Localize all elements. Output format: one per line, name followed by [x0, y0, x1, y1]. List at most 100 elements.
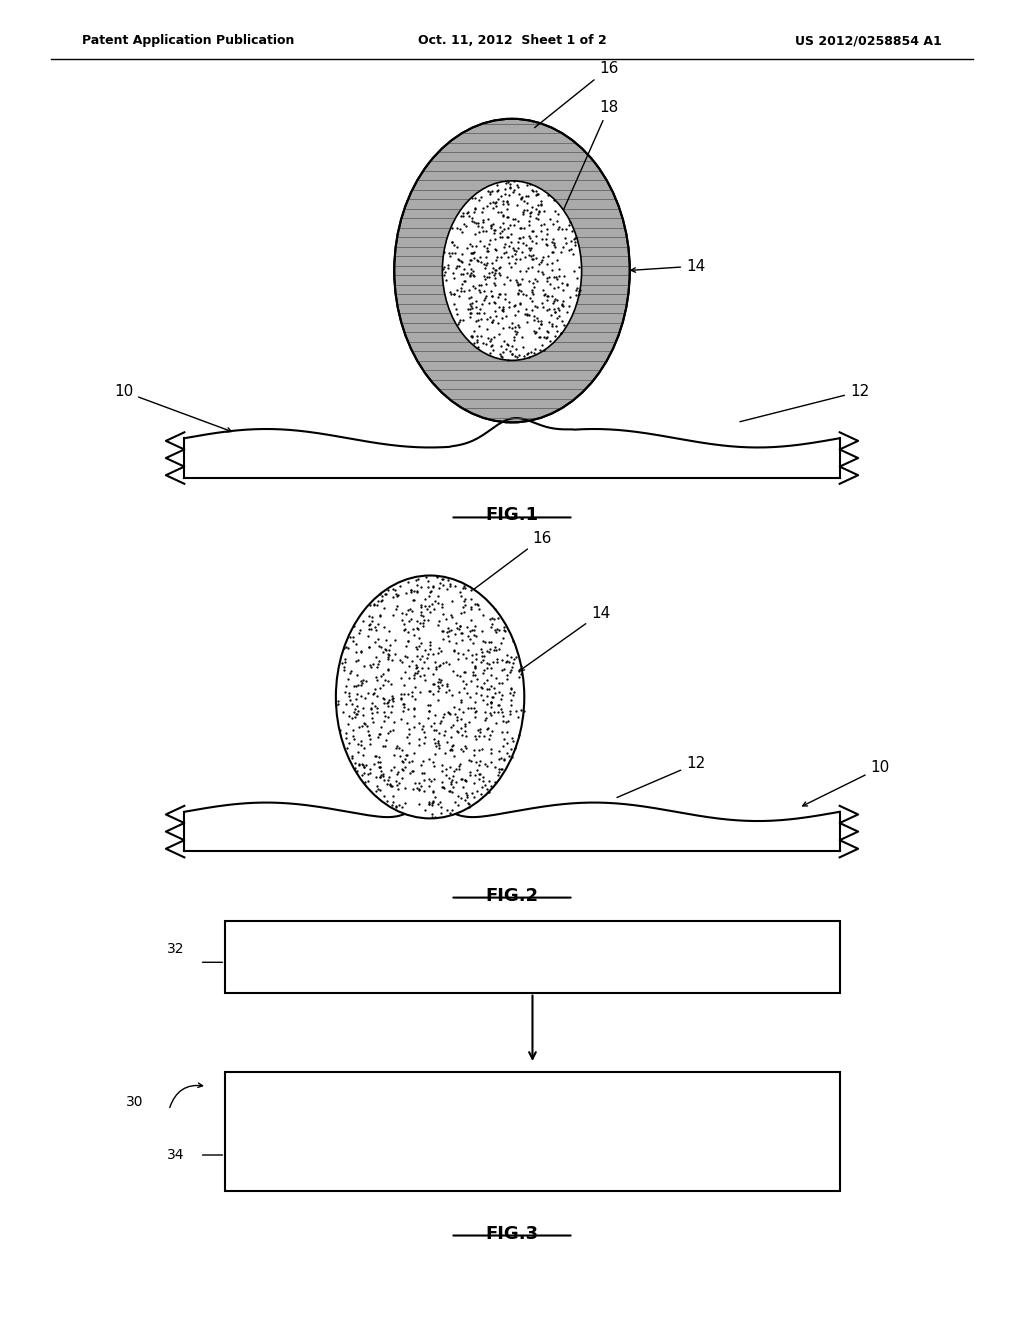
Point: [442, 739, 459, 760]
Point: [568, 227, 585, 248]
Point: [499, 651, 515, 672]
Point: [453, 280, 469, 301]
Point: [510, 231, 526, 252]
Point: [338, 676, 354, 697]
Point: [486, 640, 503, 661]
Point: [564, 244, 581, 265]
Point: [383, 776, 399, 797]
Point: [400, 733, 417, 754]
Point: [518, 305, 535, 326]
Point: [472, 281, 488, 302]
Point: [456, 661, 472, 682]
Point: [372, 677, 388, 698]
Point: [371, 727, 387, 748]
Point: [470, 595, 486, 616]
Point: [365, 606, 381, 627]
Point: [453, 585, 469, 606]
Point: [512, 293, 528, 314]
Point: [471, 275, 487, 296]
Point: [389, 735, 406, 756]
Point: [539, 300, 555, 321]
Point: [451, 619, 467, 640]
Point: [490, 762, 507, 783]
Point: [481, 234, 498, 255]
Point: [385, 719, 401, 741]
Point: [457, 770, 473, 791]
Point: [438, 673, 455, 694]
Point: [466, 202, 482, 223]
Point: [365, 711, 381, 733]
Point: [483, 692, 500, 713]
Point: [388, 770, 404, 791]
Point: [348, 704, 365, 725]
Point: [442, 619, 459, 640]
Point: [381, 689, 397, 710]
Point: [490, 202, 507, 223]
Point: [515, 227, 531, 248]
Point: [407, 664, 423, 685]
Point: [424, 807, 440, 828]
Point: [457, 770, 473, 791]
Point: [372, 751, 388, 772]
Point: [490, 619, 507, 640]
Point: [501, 297, 517, 318]
Point: [393, 751, 410, 772]
Point: [444, 231, 461, 252]
Point: [458, 738, 474, 759]
Point: [458, 771, 474, 792]
Point: [515, 701, 531, 722]
Point: [347, 758, 364, 779]
Point: [497, 284, 513, 305]
Point: [440, 616, 457, 638]
Point: [524, 244, 541, 265]
Point: [442, 726, 459, 747]
Point: [353, 715, 370, 737]
Point: [519, 174, 536, 195]
Point: [457, 714, 473, 735]
Point: [495, 660, 511, 681]
Point: [471, 190, 487, 211]
Point: [354, 744, 371, 766]
Point: [512, 273, 528, 294]
Point: [409, 574, 425, 595]
Point: [435, 257, 452, 279]
Point: [425, 781, 441, 803]
Point: [422, 694, 438, 715]
Point: [561, 239, 578, 260]
Point: [449, 618, 465, 639]
Point: [464, 783, 480, 804]
Point: [530, 310, 547, 331]
Point: [556, 265, 572, 286]
Point: [482, 664, 499, 685]
Point: [457, 594, 473, 615]
Point: [512, 187, 528, 209]
Point: [416, 770, 432, 791]
Point: [508, 174, 524, 195]
Point: [452, 218, 468, 239]
Point: [361, 595, 378, 616]
Point: [334, 652, 350, 673]
Point: [345, 725, 361, 746]
Point: [478, 238, 495, 259]
Point: [431, 655, 447, 676]
Point: [370, 591, 386, 612]
Point: [447, 623, 464, 644]
Point: [504, 747, 520, 768]
Point: [485, 326, 502, 347]
Point: [478, 195, 495, 216]
Point: [419, 648, 435, 669]
Point: [455, 309, 471, 330]
Point: [355, 713, 372, 734]
Point: [521, 244, 538, 265]
Point: [474, 202, 490, 223]
Point: [511, 183, 527, 205]
Point: [498, 242, 514, 263]
Point: [420, 657, 436, 678]
Point: [438, 800, 455, 821]
Point: [370, 594, 386, 615]
Point: [381, 620, 397, 642]
Point: [388, 796, 404, 817]
Point: [530, 253, 547, 275]
Point: [360, 764, 377, 785]
Point: [467, 657, 483, 678]
